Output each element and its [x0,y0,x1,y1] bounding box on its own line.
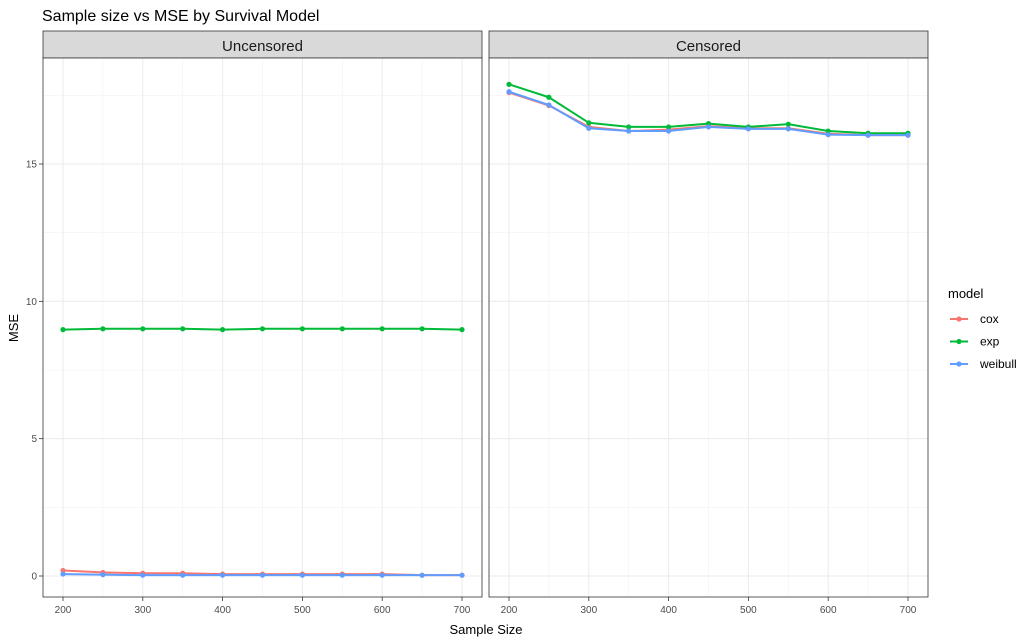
panel-strip-label: Censored [676,38,741,55]
panel-strip [488,30,929,59]
data-point-weibull [419,572,425,578]
data-point-weibull [865,132,871,138]
x-tick-label: 700 [454,605,471,616]
data-point-weibull [339,572,345,578]
legend-items: cox exp weibull [950,312,1017,371]
data-point-exp [666,124,672,130]
legend-key-point [956,338,962,345]
legend-title: model [948,286,984,301]
y-tick-label: 0 [31,572,37,583]
legend-item-label: cox [980,312,999,326]
data-point-weibull [259,572,266,578]
panel-censored: Censored 200 300 400 500 600 700 [488,30,929,616]
y-tick-label: 10 [26,297,38,308]
x-tick-label: 500 [740,605,757,616]
x-tick-label: 600 [374,605,391,616]
series-weibull [60,571,465,578]
data-point-exp [379,326,385,332]
data-point-exp [825,128,831,134]
panels-layer: Uncensored 200 300 400 500 600 700 0 5 10 15 Censor… [26,30,929,616]
panel-strip-label: Uncensored [222,38,303,55]
x-tick-label: 700 [900,605,917,616]
legend-item-exp: exp [950,335,1000,349]
data-point-weibull [785,126,791,132]
data-point-exp [626,124,632,130]
data-point-exp [785,121,791,127]
legend-item-label: exp [980,335,1000,349]
data-point-weibull [60,571,66,577]
x-tick-label: 200 [55,605,72,616]
data-point-weibull [586,125,592,131]
data-point-weibull [825,132,831,138]
legend-key-point [956,316,962,322]
data-point-weibull [220,572,226,578]
data-point-weibull [705,124,712,130]
x-tick-label: 500 [294,605,311,616]
data-point-exp [180,326,186,332]
data-point-weibull [180,572,186,578]
chart-title: Sample size vs MSE by Survival Model [42,8,319,25]
data-point-weibull [546,102,552,108]
y-axis-title: MSE [6,314,21,343]
data-point-weibull [506,89,512,95]
legend-key-point [956,361,962,367]
x-tick-label: 300 [580,605,597,616]
data-point-weibull [140,572,146,578]
data-point-exp [506,81,512,87]
x-tick-label: 400 [214,605,231,616]
panel-strip [42,30,483,59]
data-point-exp [339,326,345,332]
panel-uncensored: Uncensored 200 300 400 500 600 700 0 5 10 15 [26,30,483,616]
data-point-exp [259,326,266,332]
data-point-weibull [100,572,106,578]
data-point-exp [459,327,465,333]
panel-border [42,57,483,598]
x-tick-label: 200 [501,605,518,616]
data-point-exp [546,94,552,100]
data-point-exp [299,326,305,332]
data-point-weibull [459,572,465,578]
data-point-exp [100,326,106,332]
data-point-exp [220,327,226,333]
legend: model cox exp weibull [948,286,1017,371]
data-point-weibull [745,126,752,132]
legend-item-cox: cox [950,312,999,326]
data-point-exp [140,326,146,332]
legend-item-weibull: weibull [950,357,1017,371]
panel-border [488,57,929,598]
data-point-exp [60,327,66,333]
data-point-weibull [379,572,385,578]
data-point-cox [60,567,66,574]
y-tick-label: 5 [31,434,37,445]
series-exp [60,326,465,333]
x-tick-label: 300 [134,605,151,616]
x-tick-label: 600 [820,605,837,616]
series-weibull [506,89,911,138]
data-point-weibull [905,132,911,138]
x-axis-title: Sample Size [450,622,523,637]
data-point-weibull [626,128,632,134]
data-point-weibull [299,572,305,578]
data-point-weibull [666,128,672,134]
y-tick-label: 15 [26,160,38,171]
data-point-exp [419,326,425,332]
x-tick-label: 400 [660,605,677,616]
legend-item-label: weibull [979,357,1017,371]
data-point-exp [586,120,592,126]
